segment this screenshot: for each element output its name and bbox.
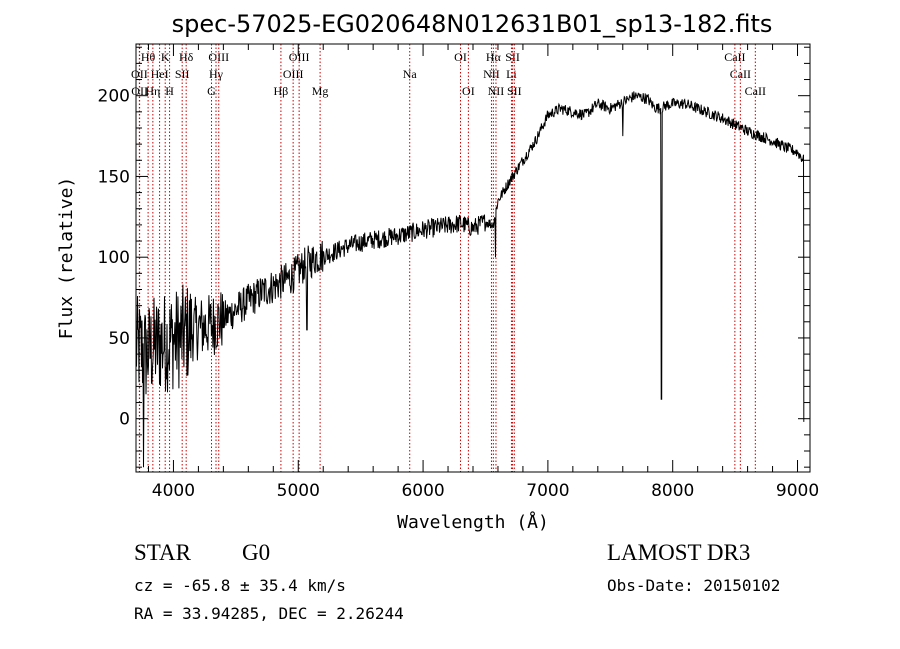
y-tick-label: 150 <box>98 167 130 187</box>
x-axis-label: Wavelength (Å) <box>397 511 549 533</box>
ticks-layer: 4000 5000 6000 7000 8000 9000 0 50 100 150 200 <box>98 44 819 501</box>
spectral-line-label: OII <box>131 67 148 81</box>
y-tick-label: 200 <box>98 87 130 107</box>
plot-frame <box>135 43 811 473</box>
spectral-line-label: Hβ <box>274 84 289 98</box>
spectral-line-label: Li <box>506 67 517 81</box>
y-tick-label: 0 <box>119 410 130 430</box>
spectral-line-label: Hγ <box>209 67 224 81</box>
object-subclass: G0 <box>242 540 271 565</box>
object-class: STAR <box>134 540 191 565</box>
redshift-text: cz = -65.8 ± 35.4 km/s <box>134 576 346 595</box>
chart-title: spec-57025-EG020648N012631B01_sp13-182.f… <box>172 10 773 38</box>
spectral-line-label: OIII <box>283 67 304 81</box>
x-tick-label: 8000 <box>651 481 694 501</box>
spectral-line-label: OIII <box>289 50 310 64</box>
spectral-line-label: K <box>161 50 170 64</box>
spectral-line-label: Na <box>403 67 418 81</box>
spectral-line-label: OI <box>454 50 467 64</box>
spectral-line-label: SII <box>507 84 522 98</box>
y-axis-label: Flux (relative) <box>56 177 77 340</box>
spectral-line-label: Hη <box>145 84 160 98</box>
obs-date-text: Obs-Date: 20150102 <box>607 576 781 595</box>
x-tick-label: 5000 <box>277 481 320 501</box>
spectral-line-label: HeI <box>151 67 169 81</box>
spectral-line-label: OIII <box>208 50 229 64</box>
spectral-line-label: SII <box>505 50 520 64</box>
spectral-line-label: CaII <box>730 67 751 81</box>
spectral-line-label: Hδ <box>179 50 194 64</box>
coordinates-text: RA = 33.94285, DEC = 2.26244 <box>134 604 404 623</box>
series-layer <box>135 91 805 468</box>
spectral-line-label: Hα <box>486 50 502 64</box>
flux-series-line <box>135 91 805 468</box>
spectral-line-label: Mg <box>312 84 329 98</box>
y-tick-label: 50 <box>108 329 130 349</box>
spectral-line-label: Hθ <box>141 50 156 64</box>
x-tick-label: 9000 <box>776 481 819 501</box>
spectral-line-label: CaII <box>745 84 766 98</box>
x-tick-label: 4000 <box>152 481 195 501</box>
spectral-line-label: G <box>207 84 216 98</box>
y-tick-label: 100 <box>98 248 130 268</box>
spectral-line-label: OI <box>462 84 475 98</box>
spectral-line-label: NII <box>483 67 500 81</box>
spectral-line-label: NII <box>488 84 505 98</box>
survey-name: LAMOST DR3 <box>607 540 751 565</box>
x-tick-label: 6000 <box>401 481 444 501</box>
spectral-line-label: CaII <box>724 50 745 64</box>
spectral-line-label: OII <box>131 84 148 98</box>
spectral-line-label: SII <box>175 67 190 81</box>
spectral-line-label: H <box>165 84 174 98</box>
x-tick-label: 7000 <box>526 481 569 501</box>
